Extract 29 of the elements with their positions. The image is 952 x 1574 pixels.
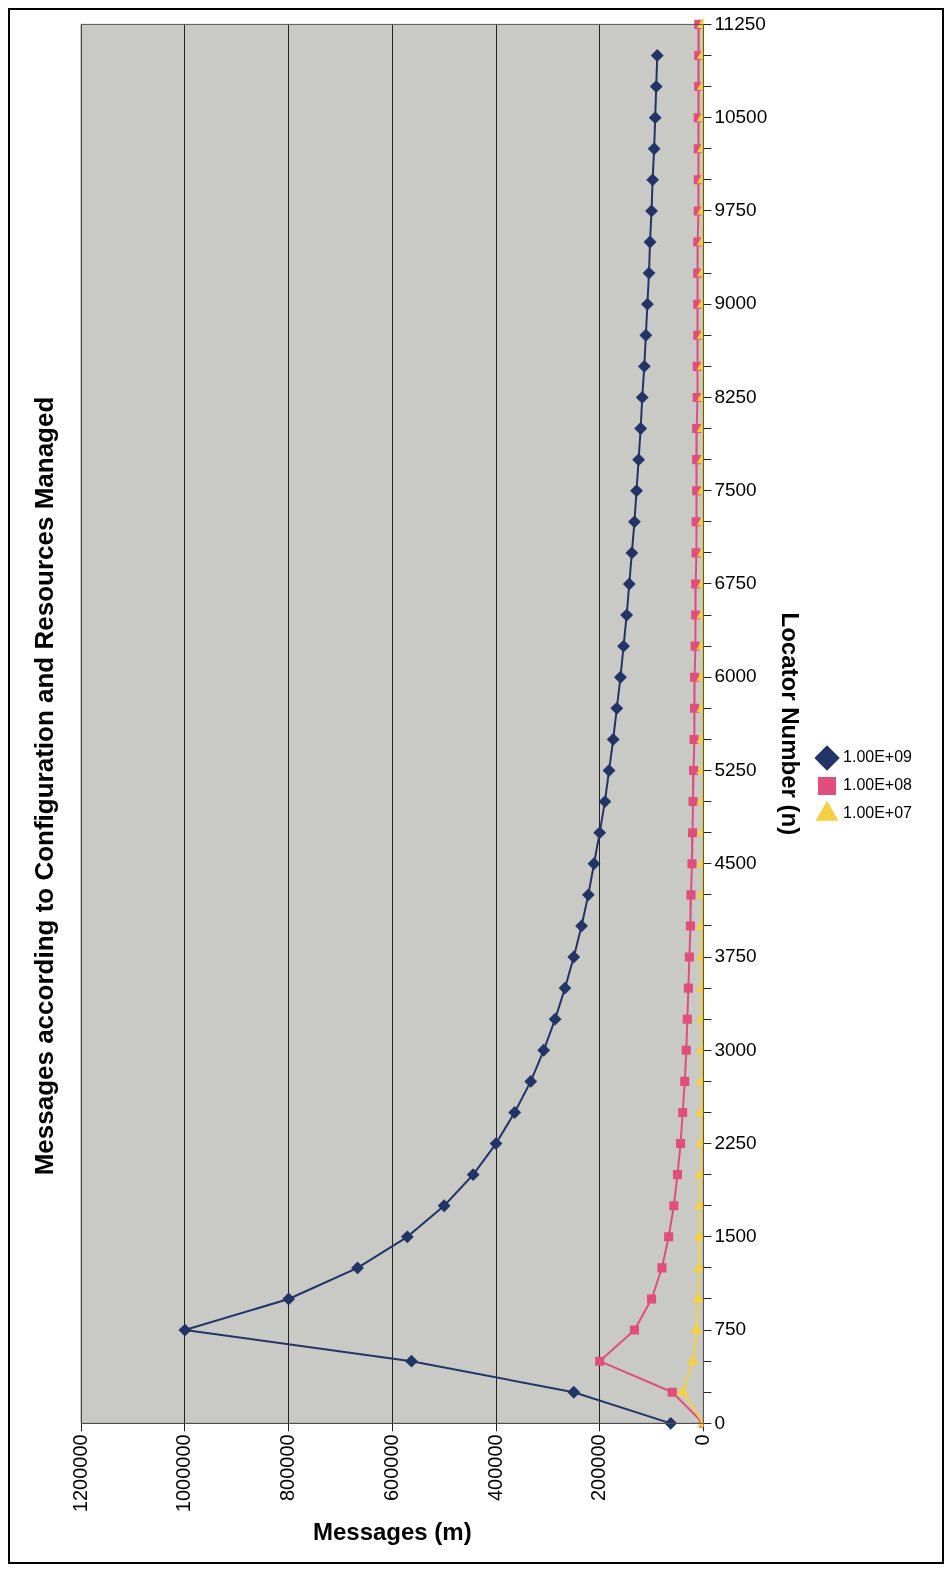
x-tick-label: 400000 (483, 1434, 506, 1502)
x-tick-label: 0 (690, 1434, 713, 1446)
y-tick-label: 6750 (714, 572, 757, 594)
y-tick-label: 750 (714, 1318, 747, 1340)
y-tick-label: 3750 (714, 945, 757, 967)
x-tick-label: 200000 (587, 1434, 610, 1502)
y-tick-label: 11250 (714, 12, 766, 34)
y-tick-label: 2250 (714, 1131, 757, 1153)
y-tick-label: 9000 (714, 292, 757, 314)
y-tick-label: 8250 (714, 385, 757, 407)
y-tick-label: 7500 (714, 478, 757, 500)
y-tick-label: 10500 (714, 105, 768, 127)
x-tick-label: 1200000 (68, 1434, 91, 1513)
y-tick-label: 5250 (714, 758, 757, 780)
y-tick-label: 4500 (714, 852, 757, 873)
y-axis-title: Locator Number (n) (777, 612, 805, 836)
text: Messages according to Configuration and Resources Managed (28, 396, 59, 1176)
y-tick-label: 3000 (714, 1038, 757, 1060)
x-tick-label: 800000 (276, 1434, 299, 1502)
legend-label: 1.00E+09 (843, 748, 913, 766)
y-tick-label: 1500 (714, 1225, 757, 1247)
legend-label: 1.00E+08 (843, 776, 913, 794)
x-axis-title: Messages (m) (312, 1518, 472, 1546)
x-tick-label: 1000000 (172, 1434, 195, 1513)
y-tick-label: 0 (714, 1411, 725, 1433)
y-tick-label: 9750 (714, 199, 757, 221)
y-tick-label: 6000 (714, 665, 757, 687)
x-tick-label: 600000 (379, 1434, 402, 1502)
legend-label: 1.00E+07 (843, 804, 913, 822)
